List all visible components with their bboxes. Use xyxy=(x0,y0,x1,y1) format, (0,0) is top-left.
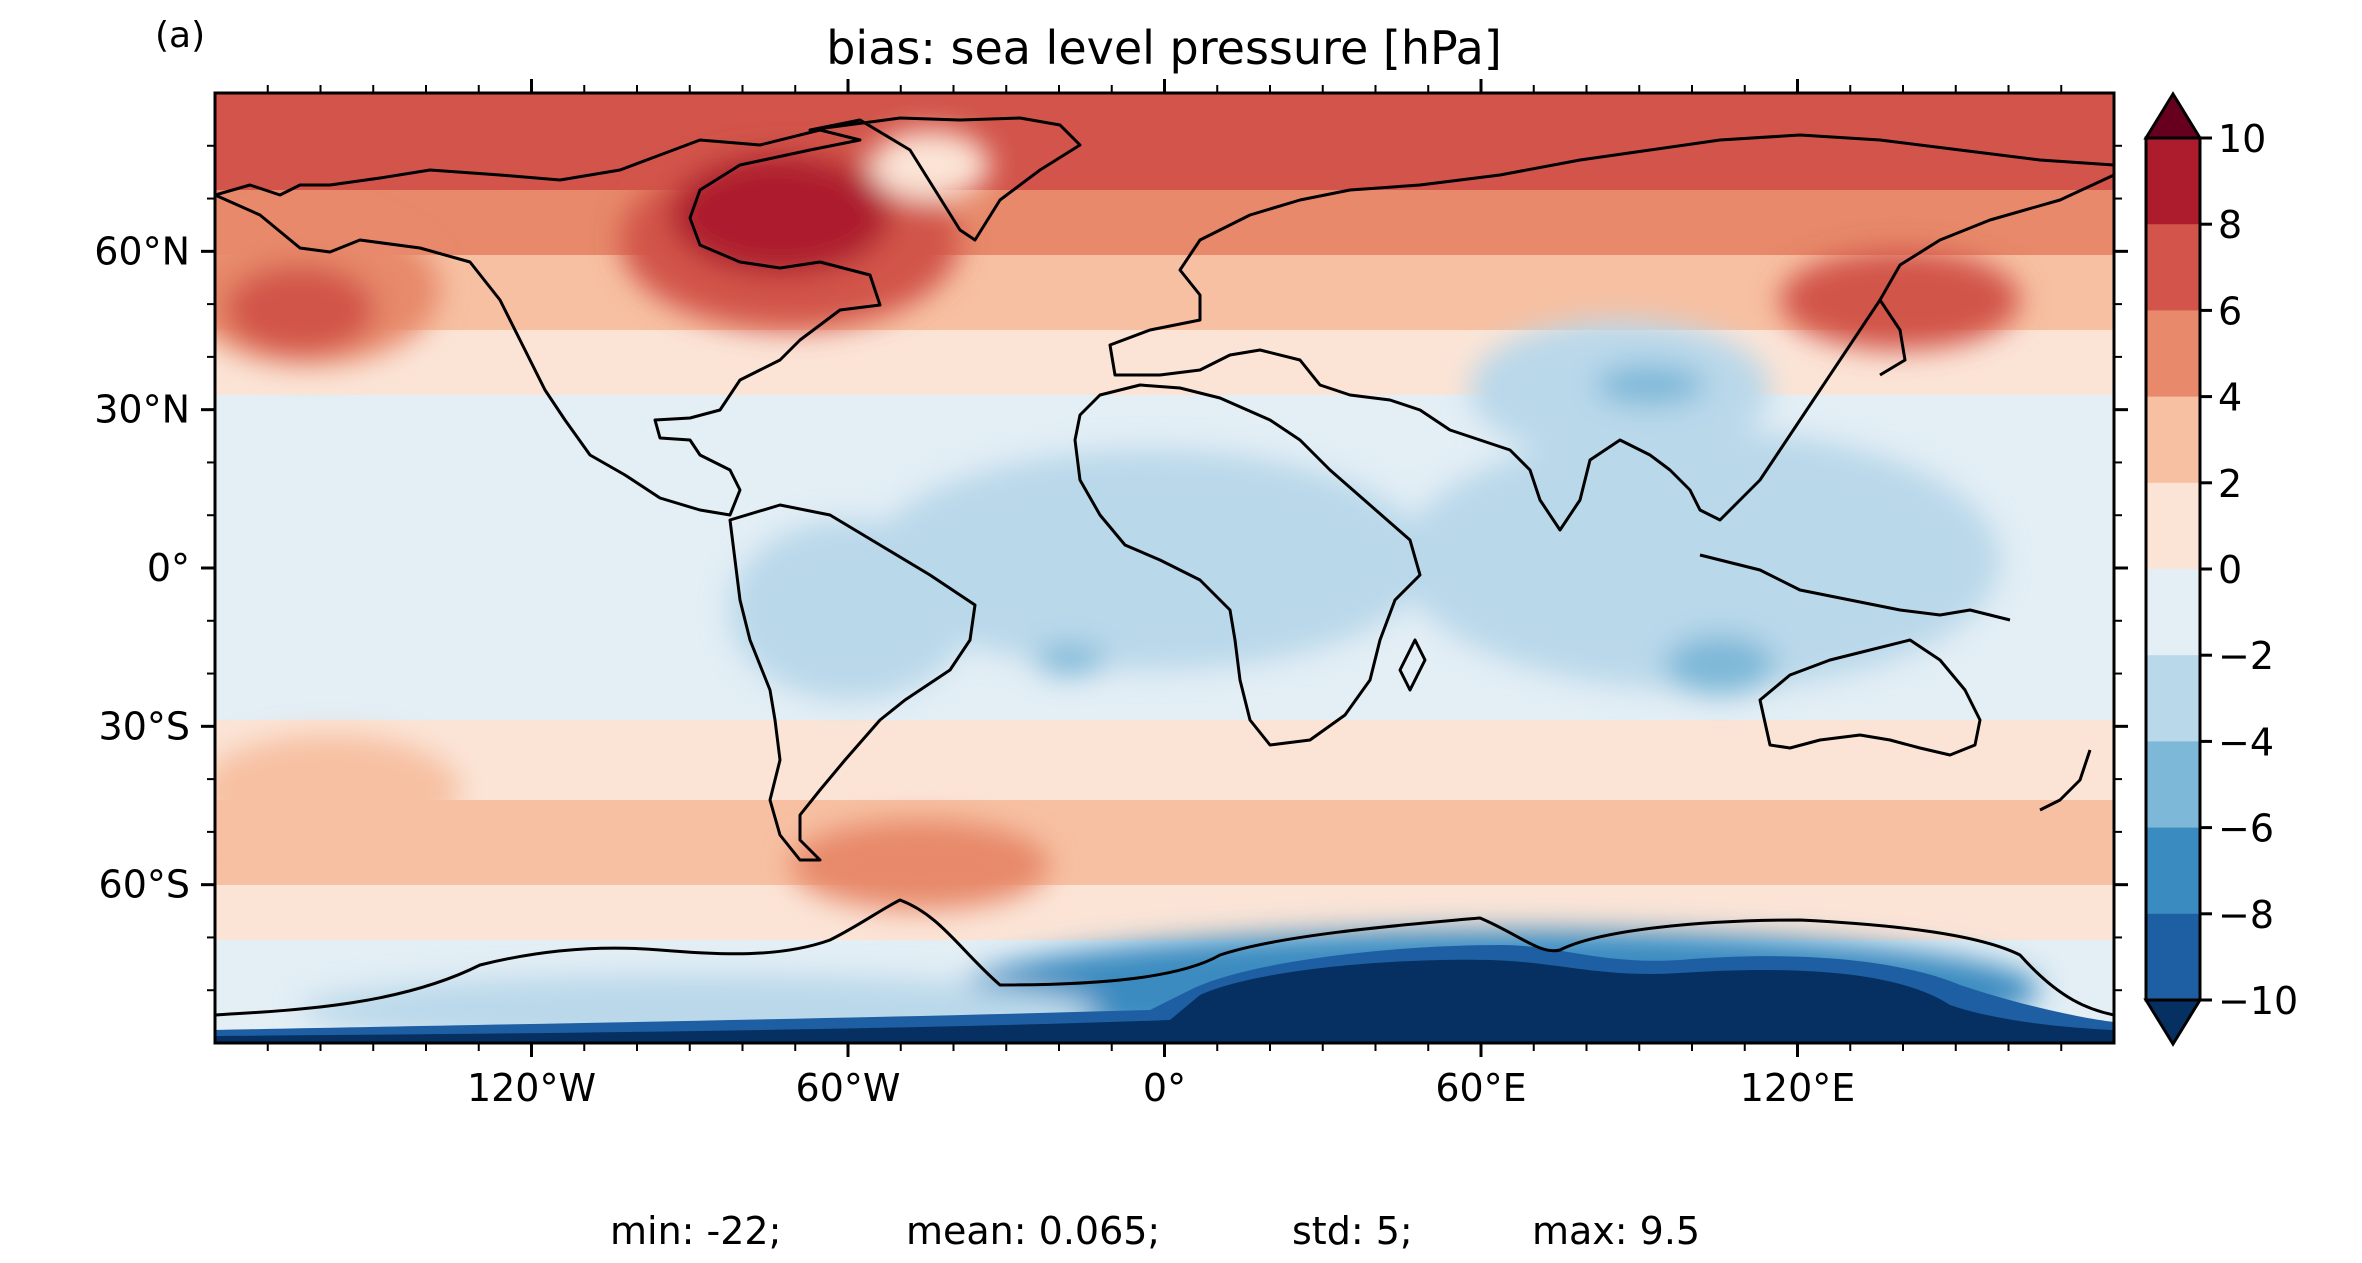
axes: 120°W 60°W 0° 60°E 120°E 60°N 30°N 0° 30°S 60°S xyxy=(94,79,2128,1110)
colorbar-tick-label: −8 xyxy=(2218,893,2274,937)
south-atlantic-positive xyxy=(790,820,1050,910)
stat-min: min: -22; xyxy=(610,1209,781,1253)
band-north-high xyxy=(215,190,2114,260)
indonesia-coast xyxy=(1699,553,2011,622)
map-title: bias: sea level pressure [hPa] xyxy=(826,21,1502,75)
colorbar-tick-label: −4 xyxy=(2218,720,2274,764)
x-tick-label: 60°W xyxy=(796,1066,901,1110)
colorbar-tick-label: 2 xyxy=(2218,462,2242,506)
antarctica-coast xyxy=(215,898,2114,1017)
north-pacific-core xyxy=(225,265,375,355)
y-tick-label: 30°N xyxy=(94,388,190,432)
y-tick-label: 30°S xyxy=(99,704,190,748)
band-north-low xyxy=(215,330,2114,400)
x-tick-label: 120°W xyxy=(467,1066,596,1110)
colorbar-segment xyxy=(2146,482,2200,570)
colorbar-tick-label: −6 xyxy=(2218,807,2274,851)
colorbar-tick-label: −2 xyxy=(2218,634,2274,678)
band-south-high xyxy=(215,885,2114,945)
panel-label: (a) xyxy=(155,15,205,56)
stat-std: std: 5; xyxy=(1292,1209,1413,1253)
colorbar-tick-label: 10 xyxy=(2218,117,2266,161)
tropical-atlantic-negative xyxy=(870,450,1430,670)
y-tick-label: 60°N xyxy=(94,229,190,273)
australia-coast xyxy=(1758,638,1982,757)
colorbar-segment xyxy=(2146,655,2200,742)
colorbar-extend-min xyxy=(2143,998,2203,1047)
eurasia-coast xyxy=(1108,133,2114,532)
colorbar-tick-label: 6 xyxy=(2218,289,2242,333)
indian-ocean-negative xyxy=(1665,635,1775,695)
greenland-coast xyxy=(808,116,1082,242)
band-arctic xyxy=(215,93,2114,193)
tropical-indian-negative xyxy=(1400,430,2000,690)
south-america-coast xyxy=(728,503,977,862)
colorbar-tick-label: 8 xyxy=(2218,203,2242,247)
madagascar-coast xyxy=(1398,638,1427,692)
bias-field xyxy=(215,93,2114,1043)
colorbar-tick-label: 4 xyxy=(2218,376,2242,420)
south-america-negative xyxy=(730,520,970,700)
colorbar-segment xyxy=(2146,569,2200,656)
colorbar-segment xyxy=(2146,741,2200,829)
colorbar-segment xyxy=(2146,913,2200,1001)
colorbar-tick-label: −10 xyxy=(2218,979,2298,1023)
coastlines xyxy=(215,116,2114,1017)
japan-coast xyxy=(1878,299,1907,377)
new-zealand-coast xyxy=(2039,749,2092,812)
band-south-mid xyxy=(215,800,2114,890)
colorbar-segment xyxy=(2146,310,2200,398)
y-tick-label: 60°S xyxy=(99,863,190,907)
colorbar-segment xyxy=(2146,827,2200,915)
band-south-low xyxy=(215,720,2114,810)
kamchatka-positive xyxy=(1780,250,2020,350)
stat-mean: mean: 0.065; xyxy=(906,1209,1160,1253)
colorbar: 10 8 6 4 2 0 −2 −4 −6 −8 −10 xyxy=(2143,91,2298,1047)
x-tick-label: 0° xyxy=(1143,1066,1186,1110)
colorbar-tick-label: 0 xyxy=(2218,548,2242,592)
north-america-coast xyxy=(215,128,882,517)
atlantic-negative xyxy=(1035,645,1105,675)
labrador-core xyxy=(670,155,890,275)
x-tick-label: 120°E xyxy=(1740,1066,1856,1110)
south-pacific-positive xyxy=(215,735,460,845)
tibet-negative xyxy=(1595,365,1705,405)
greenland-light xyxy=(870,130,990,200)
y-tick-label: 0° xyxy=(147,546,190,590)
colorbar-segment xyxy=(2146,396,2200,484)
africa-europe-coast xyxy=(1073,383,1422,747)
colorbar-segment xyxy=(2146,138,2200,225)
stat-max: max: 9.5 xyxy=(1532,1209,1700,1253)
colorbar-segment xyxy=(2146,224,2200,311)
x-tick-label: 60°E xyxy=(1435,1066,1526,1110)
antarctic-darkest xyxy=(215,959,2114,1043)
colorbar-extend-max xyxy=(2143,91,2203,140)
